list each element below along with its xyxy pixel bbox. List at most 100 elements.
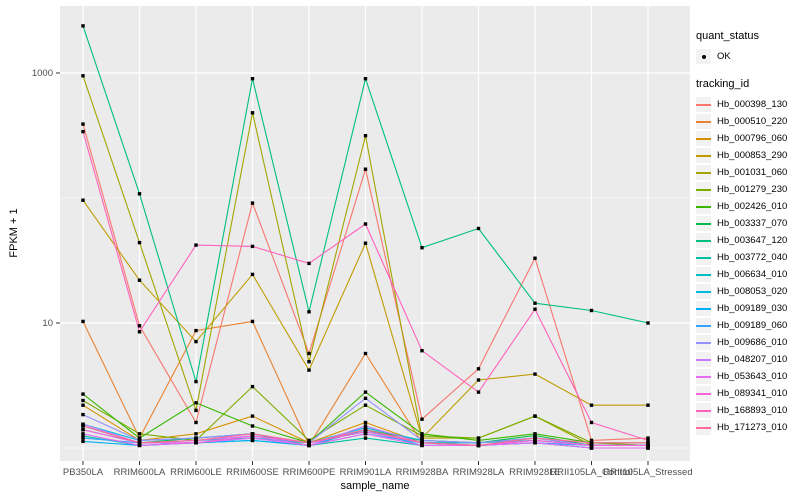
legend-label: Hb_002426_010	[717, 201, 788, 212]
legend-item-Hb_048207_010: Hb_048207_010	[696, 351, 800, 368]
data-point	[194, 401, 198, 405]
data-point	[81, 434, 85, 438]
data-point	[250, 424, 255, 428]
legend-key	[696, 403, 711, 418]
data-point	[194, 379, 198, 384]
data-point	[250, 414, 255, 418]
legend-item-Hb_003772_040: Hb_003772_040	[696, 249, 800, 266]
data-point	[646, 443, 650, 448]
data-point	[533, 433, 537, 438]
data-point	[81, 432, 85, 436]
data-point	[137, 330, 142, 334]
legend-label: Hb_000398_130	[717, 99, 788, 110]
legend-item-Hb_171273_010: Hb_171273_010	[696, 419, 800, 436]
data-point	[250, 111, 255, 115]
data-point	[81, 24, 85, 28]
data-point	[81, 424, 85, 428]
legend-line-swatch	[696, 120, 711, 123]
legend-item-Hb_003647_120: Hb_003647_120	[696, 232, 800, 249]
data-point	[363, 428, 368, 432]
legend-line-swatch	[696, 103, 711, 106]
data-point	[476, 443, 481, 448]
data-point	[363, 430, 368, 434]
data-point	[81, 422, 85, 426]
legend-line-swatch	[696, 256, 711, 259]
data-point	[250, 384, 255, 389]
data-point	[533, 301, 537, 305]
legend-key	[696, 114, 711, 129]
legend-item-Hb_001031_060: Hb_001031_060	[696, 164, 800, 181]
legend-label: Hb_009189_030	[717, 303, 788, 314]
legend-line-swatch	[696, 290, 711, 293]
legend-line-swatch	[696, 426, 711, 429]
x-tick-label: RRIM600SE	[226, 467, 279, 478]
legend-line-swatch	[696, 188, 711, 191]
x-tick-label: PB350LA	[63, 467, 104, 478]
data-point	[363, 396, 368, 400]
y-tick-label: 1000	[32, 68, 53, 79]
legend-label: Hb_171273_010	[717, 422, 788, 433]
legend-key	[696, 386, 711, 401]
legend-items: Hb_000398_130 Hb_000510_220 Hb_000796_060 H…	[696, 96, 800, 436]
data-point	[81, 428, 85, 432]
legend: quant_status OK tracking_id Hb_000398_13…	[696, 30, 800, 436]
legend-key	[696, 182, 711, 197]
data-point	[137, 240, 142, 245]
legend-item-Hb_009189_030: Hb_009189_030	[696, 300, 800, 317]
data-point	[307, 368, 311, 372]
data-point	[194, 328, 198, 333]
legend-line-swatch	[696, 239, 711, 242]
data-point	[420, 441, 424, 445]
legend-key	[696, 369, 711, 384]
legend-item-Hb_009189_060: Hb_009189_060	[696, 317, 800, 334]
legend-title-tracking-id: tracking_id	[696, 78, 750, 90]
data-point	[363, 351, 368, 356]
data-point	[589, 446, 594, 450]
data-point	[250, 319, 255, 324]
legend-line-swatch	[696, 154, 711, 157]
data-point	[137, 432, 142, 436]
data-point	[250, 201, 255, 205]
data-point	[137, 324, 142, 328]
data-point	[81, 412, 85, 417]
data-point	[194, 436, 198, 440]
legend-item-Hb_003337_070: Hb_003337_070	[696, 215, 800, 232]
legend-item-Hb_001279_230: Hb_001279_230	[696, 181, 800, 198]
legend-item-Hb_000510_220: Hb_000510_220	[696, 113, 800, 130]
legend-item-Hb_008053_020: Hb_008053_020	[696, 283, 800, 300]
data-point	[533, 307, 537, 311]
x-axis-title: sample_name	[340, 480, 410, 492]
data-point	[307, 443, 311, 448]
legend-label: Hb_009686_010	[717, 337, 788, 348]
data-point	[137, 438, 142, 443]
legend-label: Hb_006634_010	[717, 269, 788, 280]
legend-label: Hb_000853_290	[717, 150, 788, 161]
data-point	[589, 441, 594, 445]
data-point	[81, 398, 85, 403]
data-point	[137, 443, 142, 448]
legend-line-swatch	[696, 273, 711, 276]
legend-label: Hb_053643_010	[717, 371, 788, 382]
x-tick-label: RRIM928LE	[509, 467, 561, 478]
x-tick-label: RRIM901LA	[340, 467, 392, 478]
data-point	[363, 222, 368, 226]
data-point	[137, 441, 142, 445]
data-point	[363, 390, 368, 394]
data-point	[363, 403, 368, 407]
data-point	[81, 198, 85, 202]
legend-key-ok	[696, 49, 711, 64]
legend-label-ok: OK	[717, 51, 731, 62]
data-point	[194, 432, 198, 436]
legend-label: Hb_001279_230	[717, 184, 788, 195]
data-point	[81, 319, 85, 324]
data-point	[81, 439, 85, 444]
data-point	[476, 378, 481, 382]
data-point	[307, 351, 311, 356]
legend-item-Hb_089341_010: Hb_089341_010	[696, 385, 800, 402]
data-point	[646, 403, 650, 407]
legend-key	[696, 165, 711, 180]
legend-label: Hb_003647_120	[717, 235, 788, 246]
data-point	[420, 432, 424, 436]
data-point	[307, 441, 311, 445]
legend-label: Hb_009189_060	[717, 320, 788, 331]
